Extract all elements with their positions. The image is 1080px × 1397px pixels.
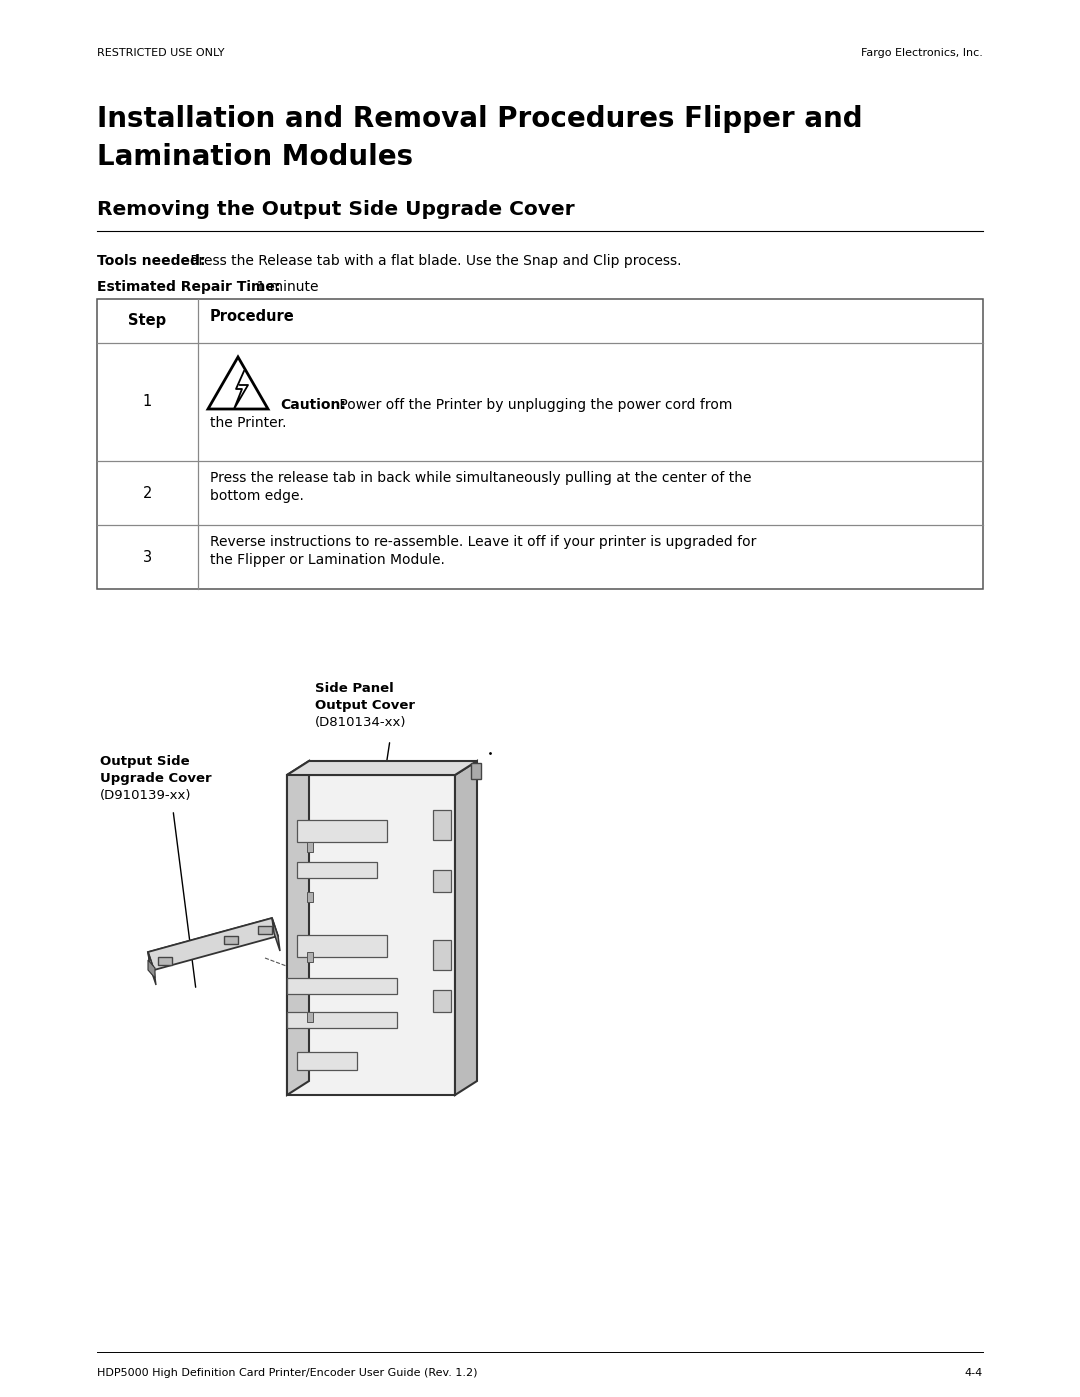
Text: 1: 1: [143, 394, 152, 409]
Bar: [287, 1011, 397, 1028]
Text: 3: 3: [143, 549, 152, 564]
Text: Reverse instructions to re-assemble. Leave it off if your printer is upgraded fo: Reverse instructions to re-assemble. Lea…: [210, 535, 756, 549]
Bar: [224, 936, 238, 944]
Polygon shape: [208, 358, 268, 409]
Bar: [297, 1052, 357, 1070]
Bar: [307, 951, 313, 963]
Polygon shape: [148, 960, 156, 978]
Polygon shape: [287, 775, 455, 1095]
Polygon shape: [272, 918, 280, 951]
Text: Press the Release tab with a flat blade. Use the Snap and Clip process.: Press the Release tab with a flat blade.…: [186, 254, 681, 268]
Polygon shape: [287, 761, 309, 1095]
Text: Fargo Electronics, Inc.: Fargo Electronics, Inc.: [861, 47, 983, 59]
Text: the Printer.: the Printer.: [210, 416, 286, 430]
Text: Output Cover: Output Cover: [315, 698, 415, 712]
Bar: [97, 299, 983, 344]
Text: Power off the Printer by unplugging the power cord from: Power off the Printer by unplugging the …: [335, 398, 732, 412]
Text: Removing the Output Side Upgrade Cover: Removing the Output Side Upgrade Cover: [97, 200, 575, 219]
Polygon shape: [148, 951, 156, 985]
Text: 2: 2: [143, 486, 152, 500]
Text: Press the release tab in back while simultaneously pulling at the center of the: Press the release tab in back while simu…: [210, 471, 752, 485]
Bar: [158, 957, 172, 965]
Text: Tools needed:: Tools needed:: [97, 254, 205, 268]
Polygon shape: [148, 918, 278, 970]
Text: Upgrade Cover: Upgrade Cover: [100, 773, 212, 785]
Bar: [433, 870, 451, 893]
Polygon shape: [287, 761, 477, 775]
Bar: [307, 1011, 313, 1023]
Text: 4-4: 4-4: [964, 1368, 983, 1377]
Bar: [297, 862, 377, 877]
Bar: [471, 763, 481, 780]
Text: Procedure: Procedure: [210, 309, 295, 324]
Text: Estimated Repair Time:: Estimated Repair Time:: [97, 279, 281, 293]
Text: Caution:: Caution:: [280, 398, 346, 412]
Bar: [297, 820, 387, 842]
Bar: [433, 940, 451, 970]
Text: Side Panel: Side Panel: [315, 682, 394, 694]
Text: bottom edge.: bottom edge.: [210, 489, 303, 503]
Text: Step: Step: [129, 313, 166, 328]
Bar: [307, 842, 313, 852]
Polygon shape: [148, 918, 274, 967]
Bar: [287, 978, 397, 995]
Text: Output Side: Output Side: [100, 754, 190, 768]
Text: RESTRICTED USE ONLY: RESTRICTED USE ONLY: [97, 47, 225, 59]
Bar: [258, 926, 272, 935]
Text: (D810134-xx): (D810134-xx): [315, 717, 406, 729]
Bar: [433, 810, 451, 840]
Bar: [433, 990, 451, 1011]
Text: the Flipper or Lamination Module.: the Flipper or Lamination Module.: [210, 553, 445, 567]
Text: 1 minute: 1 minute: [252, 279, 319, 293]
Text: HDP5000 High Definition Card Printer/Encoder User Guide (Rev. 1.2): HDP5000 High Definition Card Printer/Enc…: [97, 1368, 477, 1377]
Text: Lamination Modules: Lamination Modules: [97, 142, 414, 170]
Bar: [297, 935, 387, 957]
Polygon shape: [455, 761, 477, 1095]
Text: (D910139-xx): (D910139-xx): [100, 789, 191, 802]
Bar: [307, 893, 313, 902]
Bar: [97, 299, 983, 590]
Text: Installation and Removal Procedures Flipper and: Installation and Removal Procedures Flip…: [97, 105, 863, 133]
